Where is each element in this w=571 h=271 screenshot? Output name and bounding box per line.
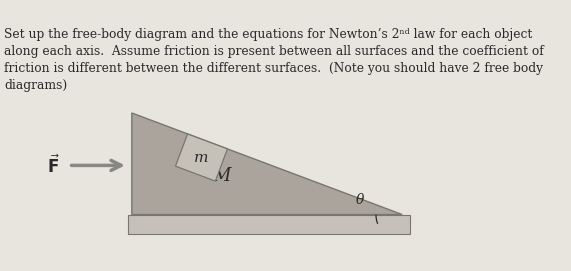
Text: M: M xyxy=(213,167,231,185)
Text: θ: θ xyxy=(356,193,364,207)
Polygon shape xyxy=(128,215,411,234)
Polygon shape xyxy=(175,134,227,181)
Text: $\vec{\mathbf{F}}$: $\vec{\mathbf{F}}$ xyxy=(47,154,61,177)
Polygon shape xyxy=(132,113,402,215)
Text: m: m xyxy=(194,150,209,164)
Text: Set up the free-body diagram and the equations for Newton’s 2ⁿᵈ law for each obj: Set up the free-body diagram and the equ… xyxy=(4,28,544,92)
